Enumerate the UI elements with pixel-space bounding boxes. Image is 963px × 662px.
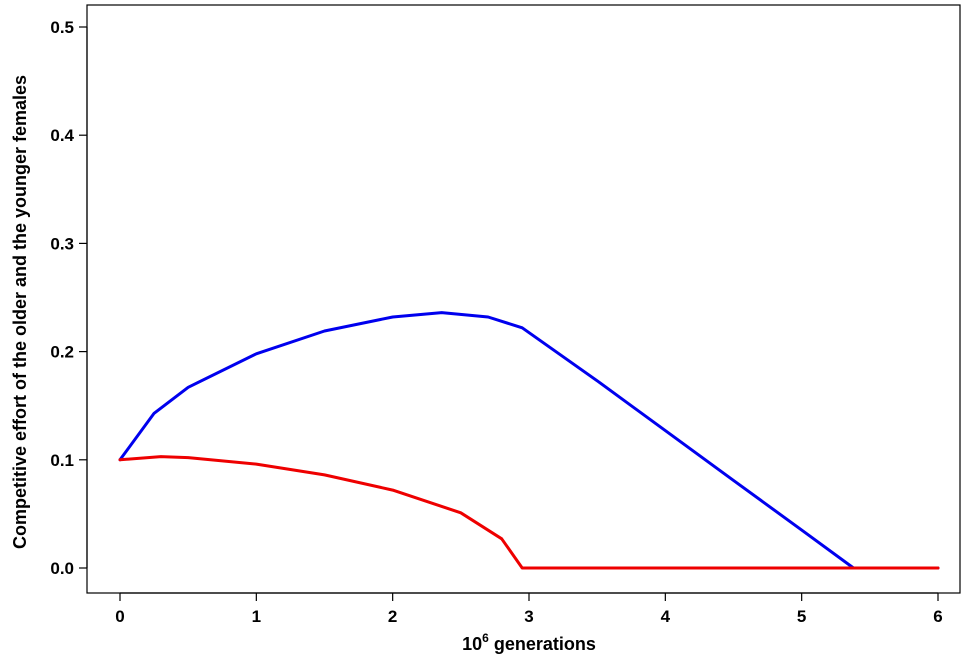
x-tick-label: 4 [661, 607, 671, 626]
y-tick-label: 0.3 [50, 234, 74, 253]
x-axis: 0 1 2 3 4 5 6 [115, 592, 943, 626]
x-tick-label: 3 [524, 607, 533, 626]
y-tick-label: 0.2 [50, 343, 74, 362]
y-tick-label: 0.4 [50, 126, 74, 145]
x-tick-label: 1 [252, 607, 261, 626]
y-tick-label: 0.1 [50, 451, 74, 470]
x-tick-label: 6 [933, 607, 942, 626]
x-axis-title-text: generations [494, 634, 596, 654]
y-tick-label: 0.0 [50, 559, 74, 578]
x-tick-label: 5 [797, 607, 806, 626]
series-line-1 [118, 455, 940, 570]
x-axis-title-base: 10 [462, 634, 482, 654]
plot-frame [86, 4, 961, 594]
x-axis-title-superscript: 6 [482, 631, 489, 645]
series-layer [118, 311, 940, 570]
y-axis: 0.0 0.1 0.2 0.3 0.4 0.5 [50, 18, 88, 578]
series-line-0 [118, 311, 940, 570]
x-tick-label: 2 [388, 607, 397, 626]
y-axis-title: Competitive effort of the older and the … [10, 75, 30, 549]
x-axis-title: 106 generations [462, 631, 596, 654]
y-tick-label: 0.5 [50, 18, 74, 37]
x-tick-label: 0 [115, 607, 124, 626]
